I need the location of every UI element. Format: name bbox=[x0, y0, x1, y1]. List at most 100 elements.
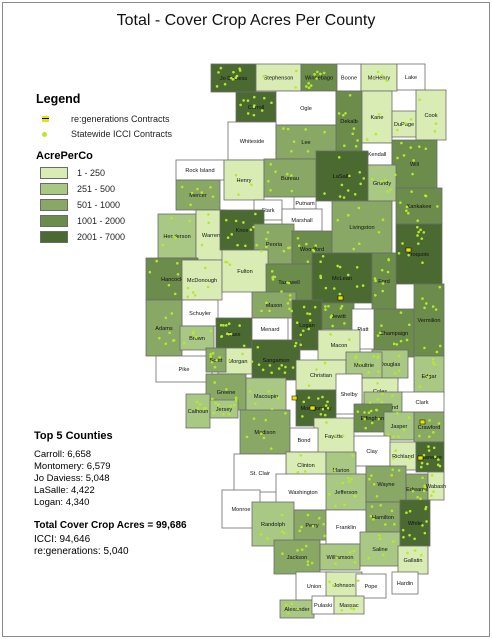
icci-contract-dot bbox=[397, 354, 401, 358]
icci-contract-dot bbox=[341, 434, 345, 438]
regen-total: re:generations: 5,040 bbox=[34, 546, 129, 557]
icci-contract-dot bbox=[291, 366, 295, 369]
icci-contract-dot bbox=[411, 172, 414, 176]
county-label: Piatt bbox=[357, 327, 369, 333]
icci-contract-dot bbox=[392, 435, 395, 439]
icci-contract-dot bbox=[309, 84, 313, 87]
icci-contract-dot bbox=[347, 213, 350, 217]
icci-contract-dot bbox=[363, 417, 367, 421]
icci-contract-dot bbox=[209, 329, 213, 333]
icci-contract-dot bbox=[307, 327, 311, 331]
icci-contract-dot bbox=[285, 603, 288, 607]
icci-contract-dot bbox=[234, 173, 238, 177]
icci-contract-dot bbox=[314, 244, 318, 247]
county-label: Dewitt bbox=[330, 314, 346, 320]
icci-contract-dot bbox=[198, 402, 202, 406]
county-macoupin bbox=[245, 377, 287, 415]
county-label: Washington bbox=[288, 490, 317, 496]
icci-contract-dot bbox=[176, 261, 179, 265]
county-label: Iroquois bbox=[409, 252, 429, 258]
icci-contract-dot bbox=[242, 221, 245, 224]
icci-contract-dot bbox=[423, 531, 427, 535]
county-henry bbox=[223, 159, 265, 201]
icci-contract-dot bbox=[217, 71, 220, 74]
icci-contract-dot bbox=[368, 477, 371, 481]
icci-contract-dot bbox=[316, 70, 319, 74]
icci-contract-dot bbox=[229, 332, 233, 336]
icci-contract-dot bbox=[302, 400, 306, 404]
icci-contract-dot bbox=[394, 173, 397, 177]
icci-contract-dot bbox=[161, 243, 165, 247]
county-label: Carroll bbox=[248, 105, 264, 111]
legend-item-label: re:generations Contracts bbox=[71, 114, 170, 124]
regen-contract-marker bbox=[337, 295, 344, 301]
icci-contract-dot bbox=[374, 279, 377, 283]
icci-contract-dot bbox=[220, 335, 223, 338]
icci-contract-dot bbox=[301, 329, 305, 333]
icci-contract-dot bbox=[322, 522, 325, 526]
scale-label: 501 - 1000 bbox=[77, 200, 121, 210]
top5-title: Top 5 Counties bbox=[34, 430, 113, 442]
icci-contract-dot bbox=[245, 435, 249, 439]
icci-contract-dot bbox=[348, 480, 351, 483]
icci-contract-dot bbox=[362, 177, 366, 180]
county-ogle bbox=[275, 90, 337, 126]
icci-contract-dot bbox=[252, 225, 255, 229]
icci-contract-dot bbox=[434, 122, 438, 125]
icci-contract-dot bbox=[390, 509, 394, 513]
icci-contract-dot bbox=[306, 563, 310, 567]
icci-contract-dot bbox=[393, 522, 396, 526]
county-dupage bbox=[391, 110, 417, 138]
icci-contract-dot bbox=[376, 355, 380, 358]
county-label: Adams bbox=[155, 326, 173, 332]
county-label: Calhoun bbox=[188, 409, 209, 415]
icci-contract-dot bbox=[380, 324, 383, 327]
regen-contract-marker bbox=[419, 419, 426, 425]
icci-contract-dot bbox=[391, 468, 394, 471]
icci-contract-dot bbox=[424, 505, 428, 509]
icci-contract-dot bbox=[282, 127, 285, 130]
county-label: Jackson bbox=[287, 555, 308, 561]
county-label: Jefferson bbox=[335, 490, 358, 496]
regen-contract-symbol bbox=[42, 116, 49, 122]
icci-contract-dot bbox=[407, 211, 410, 215]
icci-contract-dot bbox=[390, 473, 394, 477]
icci-contract-dot bbox=[290, 309, 294, 313]
county-label: Montgomery bbox=[300, 406, 331, 412]
icci-contract-dot bbox=[307, 86, 311, 89]
icci-contract-dot bbox=[253, 104, 256, 107]
icci-contract-dot bbox=[409, 146, 413, 149]
icci-contract-dot bbox=[310, 561, 314, 565]
county-label: Sangamon bbox=[262, 358, 289, 364]
icci-contract-dot bbox=[405, 205, 409, 209]
icci-contract-dot bbox=[176, 273, 180, 276]
icci-contract-dot bbox=[299, 343, 303, 347]
icci-contract-dot bbox=[246, 112, 250, 115]
icci-contract-dot bbox=[433, 455, 437, 459]
icci-contract-dot bbox=[327, 493, 331, 496]
icci-contract-dot bbox=[209, 185, 212, 189]
county-williamson bbox=[319, 543, 361, 571]
icci-contract-dot bbox=[180, 185, 184, 189]
icci-contract-dot bbox=[405, 338, 409, 342]
county-label: Kankakee bbox=[407, 204, 432, 210]
icci-contract-dot bbox=[323, 361, 327, 365]
regen-contract-marker bbox=[309, 405, 316, 411]
icci-contract-dot bbox=[355, 285, 359, 288]
icci-contract-dot bbox=[351, 454, 355, 457]
icci-contract-dot bbox=[391, 394, 394, 397]
county-label: Mason bbox=[266, 303, 283, 309]
icci-contract-dot bbox=[283, 371, 287, 374]
icci-contract-dot bbox=[228, 263, 232, 267]
icci-contract-dot bbox=[270, 447, 273, 450]
top5-item: LaSalle: 4,422 bbox=[34, 485, 95, 496]
regen-contract-marker bbox=[417, 455, 424, 461]
scale-swatch bbox=[40, 183, 68, 195]
icci-contract-dot bbox=[380, 268, 384, 272]
icci-contract-dot bbox=[431, 360, 435, 364]
icci-contract-dot bbox=[381, 392, 384, 396]
icci-contract-dot bbox=[372, 518, 375, 521]
county-label: Gallatin bbox=[404, 558, 423, 564]
icci-contract-dot bbox=[406, 551, 409, 555]
icci-contract-dot bbox=[392, 457, 395, 460]
